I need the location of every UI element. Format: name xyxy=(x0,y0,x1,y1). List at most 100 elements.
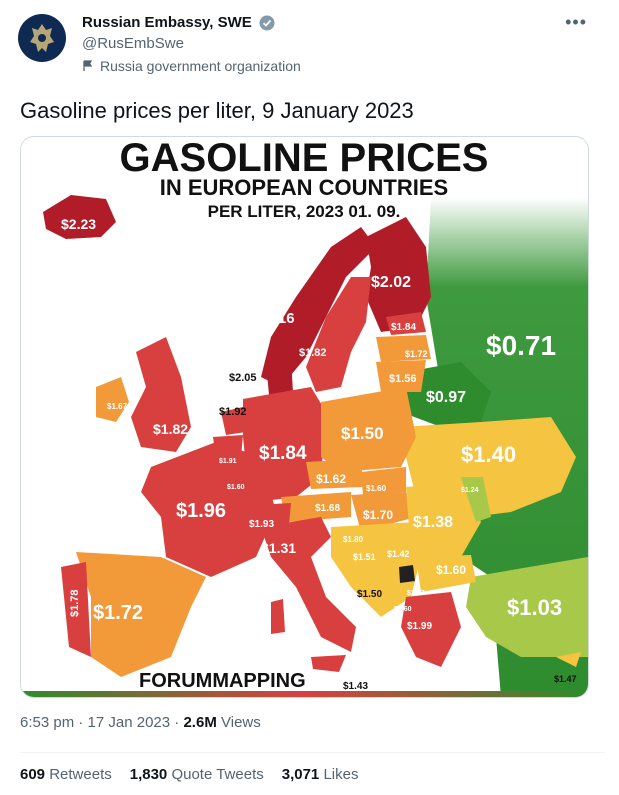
ireland-region xyxy=(96,377,129,422)
account-name-text[interactable]: Russian Embassy, SWE xyxy=(82,14,252,31)
price-bosnia: $1.51 xyxy=(353,552,376,562)
price-greece: $1.99 xyxy=(407,621,432,632)
netherlands-region xyxy=(221,407,246,435)
price-ireland: $1.67 xyxy=(107,402,128,411)
retweets-count: 609 xyxy=(20,766,46,783)
bulgaria-region xyxy=(416,555,476,592)
account-handle[interactable]: @RusEmbSwe xyxy=(82,35,184,52)
italy-region xyxy=(261,517,356,652)
hungary-region xyxy=(351,492,416,532)
price-netherlands: $1.92 xyxy=(219,406,247,418)
divider xyxy=(20,752,605,753)
price-france: $1.96 xyxy=(176,500,226,522)
avatar[interactable] xyxy=(18,14,66,62)
denmark-region xyxy=(266,359,293,395)
tweet-date[interactable]: 17 Jan 2023 xyxy=(87,714,171,731)
price-denmark: $2.05 xyxy=(229,372,257,384)
price-czechia: $1.62 xyxy=(316,472,346,486)
greece-region xyxy=(401,592,461,667)
views-count: 2.6M xyxy=(183,714,217,731)
likes-count: 3,071 xyxy=(281,766,320,783)
europe-map: GASOLINE PRICES IN EUROPEAN COUNTRIES PE… xyxy=(21,137,588,697)
price-luxembourg: $1.60 xyxy=(227,484,245,491)
map-image[interactable]: GASOLINE PRICES IN EUROPEAN COUNTRIES PE… xyxy=(20,136,589,698)
price-albania: $1.60 xyxy=(394,606,412,613)
map-bottom-bar xyxy=(21,691,588,697)
price-belgium: $1.91 xyxy=(219,458,237,465)
moldova-region xyxy=(461,477,491,522)
turkey-region xyxy=(466,557,588,657)
sicily-region xyxy=(311,655,346,672)
quotes-count: 1,830 xyxy=(129,766,168,783)
tweet-meta: 6:53 pm · 17 Jan 2023 · 2.6M Views xyxy=(20,714,261,731)
map-subtitle: IN EUROPEAN COUNTRIES xyxy=(160,175,448,200)
price-north-macedonia: $1.37 xyxy=(407,590,425,597)
price-finland: $2.02 xyxy=(371,274,411,291)
price-croatia: $1.80 xyxy=(343,535,364,544)
kosovo-region xyxy=(399,565,415,583)
government-label-text: Russia government organization xyxy=(100,58,301,74)
price-serbia: $1.42 xyxy=(387,549,410,559)
lithuania-region xyxy=(376,360,426,392)
portugal-region xyxy=(61,562,91,657)
price-austria: $1.68 xyxy=(315,503,340,514)
price-hungary: $1.70 xyxy=(363,508,393,522)
embassy-emblem-icon xyxy=(30,24,54,52)
price-romania: $1.38 xyxy=(413,514,453,531)
tweet-stats: 609 Retweets 1,830 Quote Tweets 3,071 Li… xyxy=(20,766,358,783)
price-malta: $1.43 xyxy=(343,681,368,692)
government-label: Russia government organization xyxy=(82,58,301,74)
price-poland: $1.50 xyxy=(341,424,384,443)
iceland-region xyxy=(43,195,116,239)
poland-region xyxy=(321,387,416,472)
price-montenegro: $1.50 xyxy=(357,589,382,600)
latvia-region xyxy=(376,335,431,362)
price-russia: $0.71 xyxy=(486,330,556,361)
likes-label: Likes xyxy=(323,766,359,783)
price-sweden: $1.82 xyxy=(299,347,327,359)
cyprus-region xyxy=(556,652,581,667)
flag-icon xyxy=(83,60,93,71)
uk-region xyxy=(131,337,191,452)
views-label: Views xyxy=(221,714,261,731)
price-lithuania: $1.56 xyxy=(389,373,417,385)
verified-badge-icon xyxy=(259,15,275,31)
price-latvia: $1.72 xyxy=(405,349,428,359)
austria-region xyxy=(281,492,351,522)
balkans-region xyxy=(331,522,421,617)
likes-stat[interactable]: 3,071 Likes xyxy=(282,766,359,783)
map-subtitle2: PER LITER, 2023 01. 09. xyxy=(208,202,401,221)
tweet-time[interactable]: 6:53 pm xyxy=(20,714,75,731)
retweets-stat[interactable]: 609 Retweets xyxy=(20,766,112,783)
norway-region xyxy=(261,227,376,387)
price-belarus: $0.97 xyxy=(426,389,466,406)
price-estonia: $1.84 xyxy=(391,322,416,333)
estonia-region xyxy=(386,312,426,335)
price-turkey: $1.03 xyxy=(507,595,562,620)
price-italy: $1.31 xyxy=(261,540,296,556)
switzerland-region xyxy=(256,503,291,527)
price-spain: $1.72 xyxy=(93,602,143,624)
price-cyprus: $1.47 xyxy=(554,674,577,684)
price-bulgaria: $1.60 xyxy=(436,563,466,577)
price-moldova: $1.24 xyxy=(461,487,479,494)
belarus-region xyxy=(401,362,491,427)
price-portugal: $1.78 xyxy=(69,589,81,617)
price-germany: $1.84 xyxy=(259,443,307,464)
map-title: GASOLINE PRICES xyxy=(120,137,489,180)
account-name[interactable]: Russian Embassy, SWE xyxy=(82,14,275,31)
czechia-region xyxy=(306,459,363,489)
quotes-stat[interactable]: 1,830 Quote Tweets xyxy=(130,766,264,783)
price-switzerland: $1.93 xyxy=(249,519,274,530)
more-options-icon[interactable]: ••• xyxy=(565,12,587,32)
price-uk: $1.82 xyxy=(153,421,188,437)
tweet-text: Gasoline prices per liter, 9 January 202… xyxy=(20,98,414,123)
slovakia-region xyxy=(361,467,406,495)
price-norway: $2.16 xyxy=(257,310,295,327)
price-slovakia: $1.60 xyxy=(366,484,387,493)
france-region xyxy=(141,442,276,577)
map-source: FORUMMAPPING xyxy=(139,670,306,692)
spain-region xyxy=(76,552,206,677)
quotes-label: Quote Tweets xyxy=(171,766,264,783)
sardinia-region xyxy=(271,599,285,634)
